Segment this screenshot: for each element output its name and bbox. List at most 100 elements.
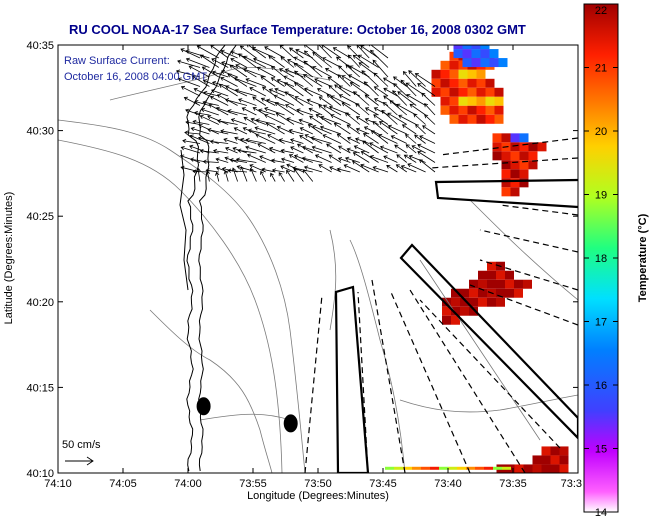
current-vector (363, 81, 379, 97)
current-vector (224, 98, 248, 106)
current-vector (193, 87, 210, 97)
current-vector (293, 82, 314, 97)
y-tick-label: 40:35 (26, 40, 54, 52)
current-vector (268, 146, 285, 154)
sst-cell (457, 466, 466, 470)
current-vector (227, 168, 248, 173)
current-vector (319, 125, 342, 135)
sst-cell (496, 288, 505, 298)
current-vector (194, 100, 210, 106)
sst-cell (385, 466, 394, 470)
inlet-shore (179, 149, 189, 291)
chart-title: RU COOL NOAA-17 Sea Surface Temperature:… (69, 22, 526, 37)
current-vector (360, 45, 379, 59)
current-vector (236, 165, 257, 173)
current-vector (230, 58, 248, 68)
current-vector (188, 65, 210, 78)
current-vector (215, 106, 238, 116)
sst-cell (492, 142, 502, 152)
current-vector (312, 52, 332, 68)
current-vector (392, 76, 408, 87)
current-vector (308, 107, 323, 116)
sst-cell (519, 169, 529, 179)
current-vector (373, 72, 389, 87)
sst-cell (449, 60, 459, 70)
sst-cell (501, 169, 511, 179)
sst-cell (430, 466, 439, 470)
sst-cell (460, 297, 469, 307)
sst-cell (480, 58, 490, 68)
x-tick-label: 73:3 (561, 478, 582, 490)
current-vector (257, 143, 276, 154)
sst-cell (550, 455, 560, 465)
x-tick-label: 73:45 (369, 478, 397, 490)
sst-cell (541, 446, 551, 456)
current-vector (280, 56, 295, 68)
sst-cell (485, 87, 495, 97)
sst-cell (510, 160, 520, 170)
sst-cell (493, 466, 502, 470)
colorbar-tick-label: 18 (595, 253, 607, 265)
current-vector (270, 172, 276, 182)
current-vector (355, 127, 370, 135)
surface-current-vectors (175, 45, 436, 182)
current-vector (296, 143, 313, 154)
sst-cell (514, 288, 523, 298)
current-vector (347, 45, 361, 59)
current-vector (274, 102, 295, 116)
current-vector (408, 154, 426, 163)
sst-cell (469, 288, 478, 298)
sst-cell (458, 69, 468, 79)
sst-cell (485, 105, 495, 115)
sst-cell (494, 105, 504, 115)
current-vector (245, 145, 266, 154)
current-vector (255, 118, 276, 125)
colorbar-tick-label: 14 (595, 507, 607, 518)
current-vector (180, 48, 201, 59)
current-vector (395, 164, 408, 173)
sst-cell (485, 78, 495, 88)
current-vector (347, 54, 361, 68)
current-vector (294, 70, 314, 87)
current-vector (405, 144, 417, 154)
sst-layer (385, 45, 569, 473)
sst-cell (467, 96, 477, 106)
current-vector (360, 163, 379, 173)
y-tick-label: 40:30 (26, 126, 54, 138)
sst-cell (469, 297, 478, 307)
current-vector (284, 91, 304, 106)
current-vector (369, 142, 389, 154)
current-vector (336, 56, 351, 68)
sst-cell (449, 78, 459, 88)
buoy-2 (283, 414, 298, 433)
sst-cell (431, 87, 441, 97)
current-vector (304, 87, 323, 97)
current-vector (394, 144, 408, 154)
current-vector (245, 138, 266, 144)
current-vector (175, 69, 201, 78)
sst-cell (532, 455, 542, 465)
current-vector (303, 60, 323, 78)
current-vector (378, 121, 398, 135)
sst-cell (528, 160, 538, 170)
current-vector (247, 128, 266, 135)
current-vector (252, 96, 267, 106)
colorbar-label: Temperature (°C) (637, 213, 649, 302)
x-axis-label: Longitude (Degrees:Minutes) (247, 490, 389, 502)
current-vector (343, 164, 360, 173)
current-vector (381, 109, 398, 125)
current-vector (260, 76, 276, 87)
current-vector (260, 170, 267, 182)
sst-cell (476, 105, 486, 115)
current-vector (299, 135, 314, 144)
sst-cell (501, 187, 511, 197)
current-vector (400, 165, 417, 173)
current-vector (310, 136, 332, 144)
current-vector (347, 74, 370, 87)
current-vector (209, 139, 229, 144)
current-vector (407, 163, 426, 173)
sst-cell (451, 297, 460, 307)
current-vector (270, 158, 285, 163)
current-vector (411, 145, 426, 154)
current-vector (299, 127, 313, 135)
